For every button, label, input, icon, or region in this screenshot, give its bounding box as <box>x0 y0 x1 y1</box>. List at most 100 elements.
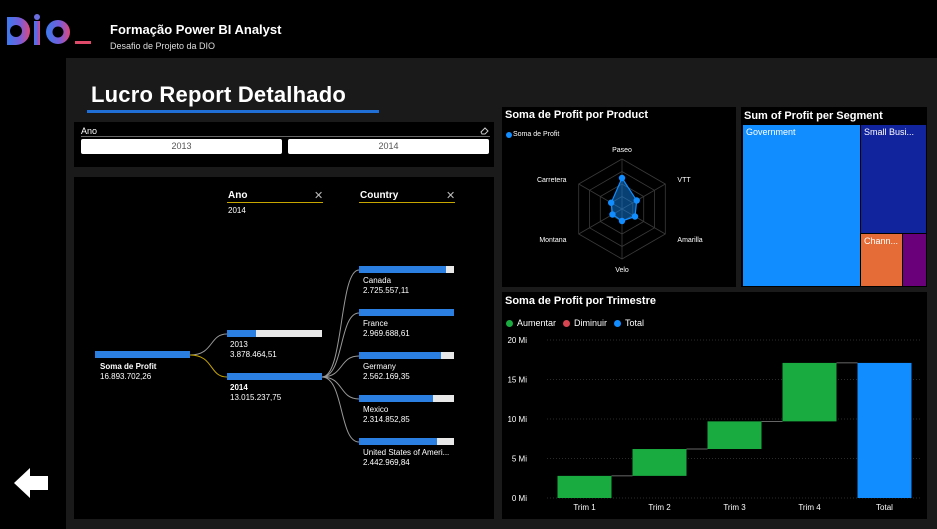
radar-point-amarilla <box>631 213 639 220</box>
node-value-usa: 2.442.969,84 <box>363 458 410 467</box>
radar-legend-dot <box>506 132 512 138</box>
radar-legend-label: Soma de Profit <box>513 131 560 138</box>
node-value-2013: 3.878.464,51 <box>230 350 277 359</box>
waterfall-ytick: 15 Mi <box>507 376 527 385</box>
waterfall-xtick: Trim 1 <box>573 503 596 512</box>
radar-axis <box>578 183 623 210</box>
node-value-mexico: 2.314.852,85 <box>363 415 410 424</box>
level-selected-value: 2014 <box>228 206 246 215</box>
node-value-france: 2.969.688,61 <box>363 329 410 338</box>
waterfall-ytick: 10 Mi <box>507 415 527 424</box>
radar-point-paseo <box>618 174 626 182</box>
waterfall-bar-total <box>857 362 912 498</box>
node-label-germany: Germany <box>363 362 396 371</box>
node-label-2014: 2014 <box>230 383 248 392</box>
node-label-2013: 2013 <box>230 340 248 349</box>
title-underline <box>87 110 379 113</box>
node-bar-fill-usa <box>359 438 437 445</box>
radar-point-velo <box>618 217 626 225</box>
node-value-2014: 13.015.237,75 <box>230 393 282 402</box>
waterfall-legend: Aumentar Diminuir Total <box>506 318 644 328</box>
back-arrow-icon[interactable] <box>12 465 50 501</box>
waterfall-title: Soma de Profit por Trimestre <box>505 295 656 307</box>
treemap-cell-other[interactable] <box>903 234 926 286</box>
waterfall-xtick: Trim 4 <box>798 503 821 512</box>
node-bar-fill-2014 <box>227 373 322 380</box>
node-bar-canada[interactable] <box>359 266 454 273</box>
root-label: Soma de Profit <box>100 362 157 371</box>
treemap-cell-channel[interactable]: Chann... <box>861 234 902 286</box>
root-node[interactable] <box>95 351 190 358</box>
treemap-title: Sum of Profit per Segment <box>744 110 883 122</box>
waterfall-xtick: Trim 2 <box>648 503 671 512</box>
waterfall-chart: 0 Mi 5 Mi 10 Mi 15 Mi 20 Mi Trim 1 Trim 2 Trim … <box>507 336 922 512</box>
node-bar-usa[interactable] <box>359 438 454 445</box>
level-underline-country <box>359 202 455 203</box>
decomp-connectors <box>189 269 360 443</box>
radar-axis <box>621 208 666 235</box>
waterfall-bar-trim-1 <box>557 475 612 498</box>
node-bar-2014[interactable] <box>227 373 322 380</box>
waterfall-bar-trim-4 <box>782 362 837 422</box>
radar-label-montana: Montana <box>539 237 566 244</box>
app-header <box>0 0 937 58</box>
eraser-icon[interactable] <box>480 126 490 135</box>
radar-point-carretera <box>607 199 615 206</box>
slicer-option-2013[interactable]: 2013 <box>81 139 282 154</box>
close-icon[interactable]: ✕ <box>314 190 324 202</box>
app-subtitle: Desafio de Projeto da DIO <box>110 41 216 51</box>
waterfall-xtick: Total <box>876 503 893 512</box>
radar-label-velo: Velo <box>615 267 629 274</box>
root-bar <box>95 351 190 358</box>
node-bar-mexico[interactable] <box>359 395 454 402</box>
node-bar-fill-mexico <box>359 395 434 402</box>
radar-chart: Paseo VTT Amarilla Velo Montana Carretera <box>537 147 703 274</box>
treemap-cell-government[interactable]: Government <box>743 125 860 286</box>
decomposition-tree <box>74 177 494 519</box>
treemap-chart: Government Small Busi... Chann... <box>743 125 926 286</box>
dio-logo <box>7 14 91 45</box>
radar-axis <box>621 183 666 210</box>
node-value-germany: 2.562.169,35 <box>363 372 410 381</box>
level-header-country: Country <box>360 190 399 201</box>
node-label-usa: United States of Ameri... <box>363 448 450 457</box>
waterfall-bar-trim-3 <box>707 421 762 450</box>
node-bar-fill-2013 <box>227 330 256 337</box>
node-value-canada: 2.725.557,11 <box>363 286 410 295</box>
radar-label-paseo: Paseo <box>612 147 632 154</box>
node-bar-2013[interactable] <box>227 330 322 337</box>
close-icon[interactable]: ✕ <box>446 190 456 202</box>
radar-point-montana <box>609 211 616 218</box>
waterfall-xtick: Trim 3 <box>723 503 746 512</box>
node-bar-germany[interactable] <box>359 352 454 359</box>
legend-dot-total <box>614 319 622 327</box>
radar-label-carretera: Carretera <box>537 177 567 184</box>
node-bar-fill-france <box>359 309 454 316</box>
legend-label-increase: Aumentar <box>517 318 557 328</box>
slicer-divider <box>81 136 490 137</box>
legend-label-decrease: Diminuir <box>574 318 608 328</box>
node-label-mexico: Mexico <box>363 405 389 414</box>
waterfall-ytick: 0 Mi <box>512 494 527 503</box>
root-value: 16.893.702,26 <box>100 372 152 381</box>
legend-dot-increase <box>506 319 513 327</box>
node-label-canada: Canada <box>363 276 392 285</box>
radar-title: Soma de Profit por Product <box>505 109 649 121</box>
node-bar-fill-canada <box>359 266 447 273</box>
node-bar-fill-germany <box>359 352 441 359</box>
treemap-cell-small-business[interactable]: Small Busi... <box>861 125 926 233</box>
page-title: Lucro Report Detalhado <box>91 82 346 107</box>
slicer-option-2014[interactable]: 2014 <box>288 139 489 154</box>
level-header-ano: Ano <box>228 190 248 201</box>
radar-label-amarilla: Amarilla <box>677 237 702 244</box>
slicer-label: Ano <box>81 126 98 136</box>
waterfall-ytick: 5 Mi <box>512 455 527 464</box>
radar-label-vtt: VTT <box>677 177 691 184</box>
waterfall-ytick: 20 Mi <box>507 336 527 345</box>
waterfall-bar-trim-2 <box>632 449 687 476</box>
legend-dot-decrease <box>563 319 571 327</box>
node-bar-france[interactable] <box>359 309 454 316</box>
level-underline-ano <box>227 202 323 203</box>
app-title: Formação Power BI Analyst <box>110 22 282 37</box>
radar-point-vtt <box>633 197 640 204</box>
